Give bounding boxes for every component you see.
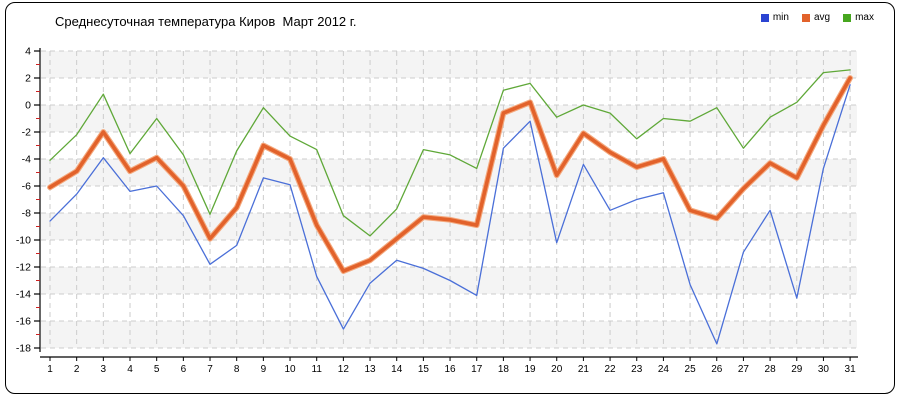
y-axis-tick-label: -14	[16, 289, 31, 301]
y-axis-tick-label: -2	[22, 127, 31, 139]
x-axis-tick-label: 22	[605, 364, 617, 375]
avg-series-line	[48, 76, 852, 273]
y-axis-tick-label: -18	[16, 343, 31, 355]
y-axis-tick-label: 2	[25, 73, 31, 85]
x-axis-tick-label: 1	[47, 364, 53, 375]
chart-title: Среднесуточная температура Киров Март 20…	[55, 14, 357, 29]
x-axis-tick-label: 23	[631, 364, 643, 375]
legend: min avg max	[760, 12, 874, 23]
x-axis-tick-label: 19	[524, 364, 536, 375]
max-series-line	[49, 69, 851, 237]
x-axis-tick-label: 30	[818, 364, 830, 375]
x-axis-tick-label: 28	[765, 364, 777, 375]
x-axis-tick-label: 26	[711, 364, 723, 375]
y-axis-tick-label: -12	[16, 262, 31, 274]
x-axis-tick-label: 6	[181, 364, 187, 375]
x-axis-tick-label: 8	[234, 364, 240, 375]
x-axis-tick-label: 16	[444, 364, 456, 375]
x-axis-tick-label: 5	[154, 364, 160, 375]
x-axis-tick-label: 20	[551, 364, 563, 375]
min-series-swatch	[760, 14, 769, 22]
x-axis-tick-label: 11	[312, 364, 323, 375]
avg-series-swatch	[801, 14, 810, 22]
x-axis-tick-label: 17	[471, 364, 483, 375]
x-axis-tick-label: 13	[364, 364, 376, 375]
x-axis-tick-label: 3	[101, 364, 107, 375]
x-axis-tick-label: 7	[207, 364, 213, 375]
x-axis-tick-label: 24	[658, 364, 670, 375]
max-series-swatch	[843, 14, 852, 22]
background-band	[41, 105, 857, 132]
x-axis-tick-label: 2	[74, 364, 80, 375]
y-axis-tick-label: 0	[25, 100, 31, 112]
x-axis-tick-label: 31	[845, 364, 857, 375]
x-axis-tick-label: 29	[791, 364, 803, 375]
background-band	[41, 51, 857, 78]
min-series-line	[49, 84, 851, 345]
x-axis-tick-label: 9	[261, 364, 267, 375]
x-axis-tick-label: 21	[578, 364, 590, 375]
x-axis-tick-label: 18	[498, 364, 510, 375]
x-axis-tick-label: 27	[738, 364, 750, 375]
x-axis-tick-label: 10	[284, 364, 296, 375]
x-axis-tick-label: 25	[685, 364, 697, 375]
x-axis-tick-label: 15	[418, 364, 430, 375]
y-axis-tick-label: 4	[25, 46, 31, 58]
y-axis-tick-label: -16	[16, 316, 31, 328]
legend-label-max: max	[855, 12, 874, 23]
y-axis-tick-label: -4	[22, 154, 31, 166]
background-band	[41, 321, 857, 348]
x-axis-tick-label: 14	[391, 364, 403, 375]
y-axis-tick-label: -8	[22, 208, 31, 220]
y-axis-tick-label: -6	[22, 181, 31, 193]
legend-label-min: min	[772, 12, 789, 23]
legend-item-max: max	[843, 13, 874, 23]
legend-item-avg: avg	[801, 12, 831, 23]
legend-label-avg: avg	[813, 12, 831, 23]
y-axis-tick-label: -10	[16, 235, 31, 247]
x-axis-tick-label: 12	[338, 364, 350, 375]
x-axis-tick-label: 4	[127, 364, 133, 375]
legend-item-min: min	[760, 12, 789, 23]
